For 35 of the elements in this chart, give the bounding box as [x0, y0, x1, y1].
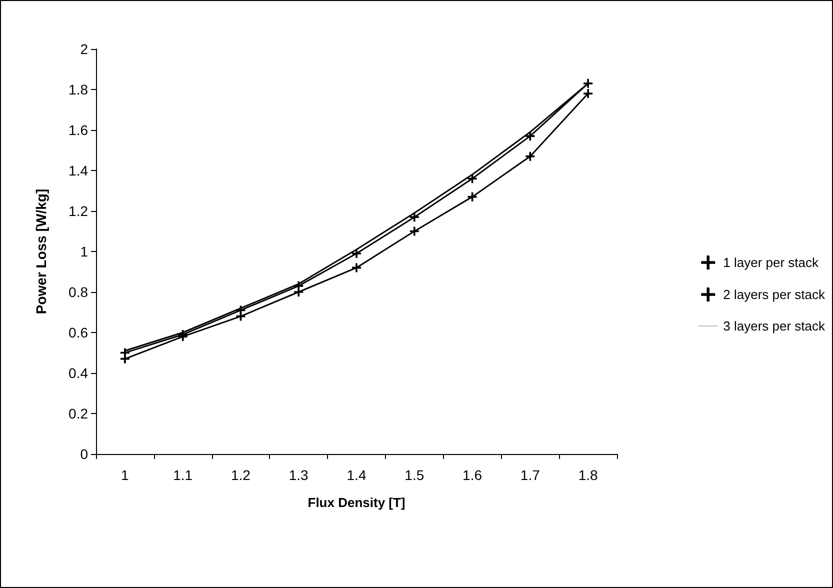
point — [526, 132, 535, 141]
y-tick-label: 1.8 — [68, 82, 88, 98]
x-tick-label: 1.7 — [520, 467, 540, 483]
point — [410, 212, 419, 222]
x-tick-label: 1.6 — [462, 467, 482, 483]
point — [120, 348, 130, 358]
y-tick-label: 1.2 — [68, 203, 88, 219]
x-axis-title: Flux Density [T] — [308, 495, 406, 510]
y-tick-label: 1.6 — [68, 122, 88, 138]
point — [584, 78, 593, 88]
x-tick-label: 1.5 — [404, 467, 424, 483]
y-tick-label: 1.4 — [68, 162, 88, 178]
x-tick-label: 1.2 — [230, 467, 251, 483]
legend-label: 2 layers per stack — [723, 287, 826, 302]
y-tick-label: 2 — [80, 41, 88, 57]
x-tick-label: 1.3 — [288, 467, 309, 483]
y-axis-title: Power Loss [W/kg] — [33, 188, 49, 314]
x-tick-label: 1.4 — [346, 467, 366, 483]
y-tick-label: 1 — [80, 244, 88, 260]
legend-label: 1 layer per stack — [723, 255, 819, 270]
y-tick-label: 0 — [80, 446, 88, 462]
y-tick-label: 0.4 — [68, 365, 88, 381]
x-tick-label: 1 — [121, 467, 130, 483]
y-tick-label: 0.2 — [68, 406, 88, 422]
y-tick-label: 0.6 — [68, 324, 88, 340]
point — [410, 226, 419, 236]
y-tick-label: 0.8 — [68, 284, 88, 300]
legend-label: 3 layers per stack — [723, 318, 826, 334]
point — [584, 89, 593, 98]
point — [468, 174, 477, 184]
x-tick-label: 1.1 — [173, 467, 193, 483]
x-tick-label: 1.8 — [578, 467, 598, 483]
point — [352, 249, 361, 258]
point — [352, 263, 361, 272]
point — [294, 281, 304, 290]
